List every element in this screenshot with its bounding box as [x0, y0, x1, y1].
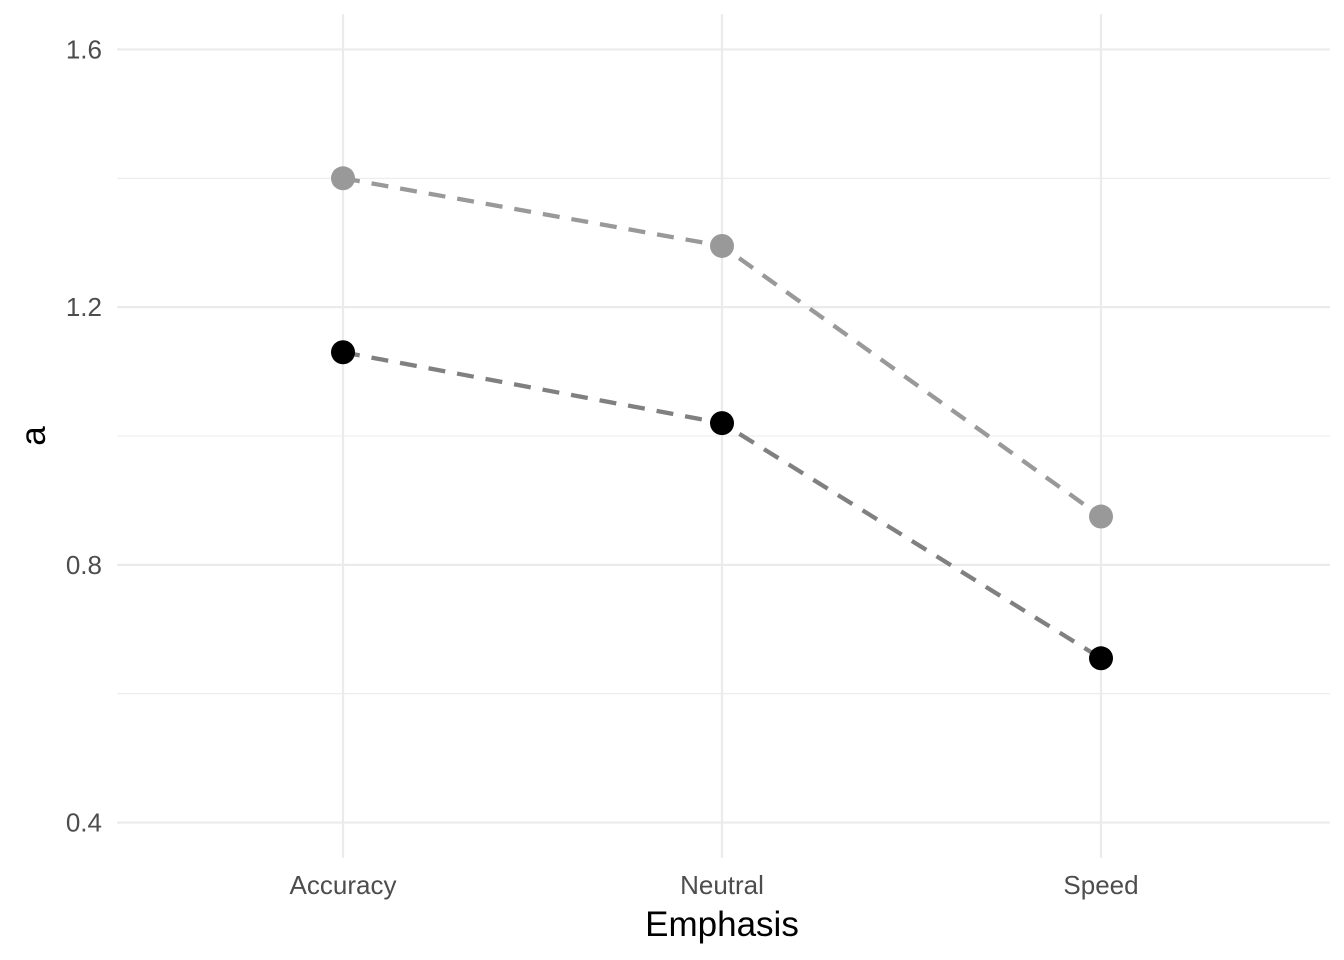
x-tick-labels: Accuracy Neutral Speed [290, 870, 1139, 900]
grid [117, 14, 1330, 858]
y-axis-title: a [14, 426, 53, 446]
data-point-s1-speed [1089, 646, 1113, 671]
data-point-s0-accuracy [331, 166, 355, 191]
y-tick-label: 1.6 [66, 34, 102, 64]
x-tick-label: Neutral [680, 870, 764, 900]
y-tick-label: 0.4 [66, 808, 102, 838]
y-tick-label: 0.8 [66, 550, 102, 580]
series-points [331, 166, 1113, 671]
data-point-s1-neutral [710, 411, 734, 436]
y-tick-label: 1.2 [66, 292, 102, 322]
x-tick-label: Accuracy [290, 870, 397, 900]
x-axis-title: Emphasis [645, 905, 799, 944]
data-point-s0-speed [1089, 504, 1113, 529]
x-tick-label: Speed [1063, 870, 1138, 900]
data-point-s0-neutral [710, 233, 734, 258]
data-point-s1-accuracy [331, 340, 355, 365]
y-tick-labels: 0.4 0.8 1.2 1.6 [66, 34, 102, 837]
